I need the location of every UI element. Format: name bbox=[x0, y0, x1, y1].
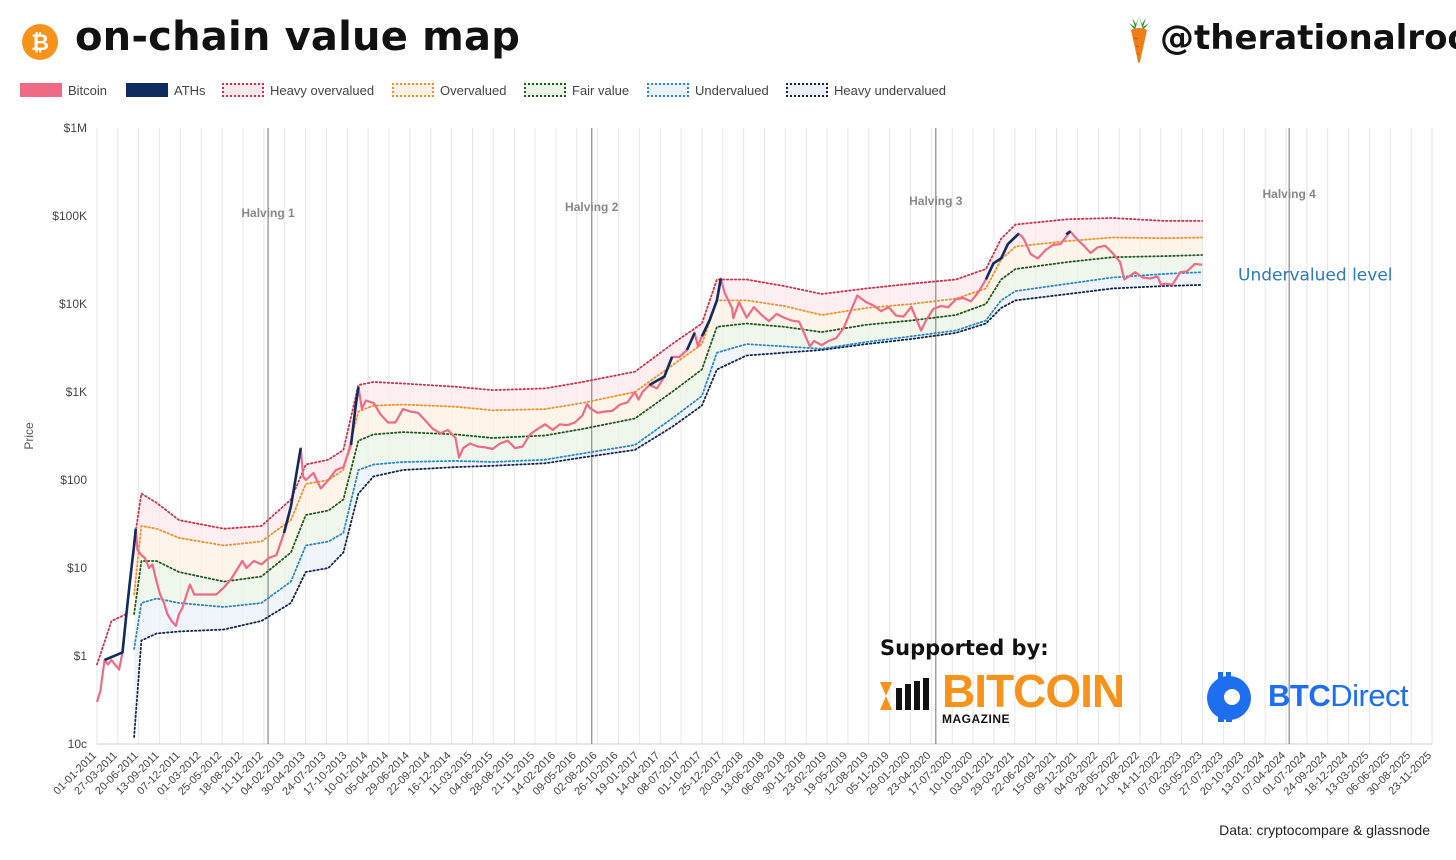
ath-segment bbox=[648, 356, 674, 387]
legend-swatch bbox=[392, 83, 434, 97]
y-tick-label: $100 bbox=[60, 473, 87, 487]
halving-label: Halving 3 bbox=[909, 194, 963, 208]
grid-lines bbox=[96, 128, 1433, 745]
legend-swatch bbox=[126, 83, 168, 97]
legend-item-aths[interactable]: ATHs bbox=[126, 80, 206, 100]
legend-label: Bitcoin bbox=[68, 82, 108, 98]
legend-item-undervalued[interactable]: Undervalued bbox=[647, 80, 769, 100]
y-tick-label: $10 bbox=[67, 561, 87, 575]
legend-item-overvalued[interactable]: Overvalued bbox=[392, 80, 506, 100]
page-title: on-chain value map bbox=[75, 14, 521, 60]
btcdirect-mark-icon bbox=[1207, 672, 1251, 722]
btcdirect-name: BTCDirect bbox=[1268, 678, 1409, 714]
legend-swatch bbox=[647, 83, 689, 97]
band-fill-overvalued bbox=[134, 237, 1203, 614]
halving-markers: Halving 1 Halving 2 Halving 3 Halving 4 bbox=[241, 128, 1316, 744]
legend-item-fair-value[interactable]: Fair value bbox=[524, 80, 629, 100]
band-line-undervalued bbox=[133, 271, 1203, 650]
data-credit: Data: cryptocompare & glassnode bbox=[1219, 822, 1430, 838]
band-fills bbox=[134, 218, 1203, 737]
legend-swatch bbox=[786, 83, 828, 97]
ath-segment bbox=[349, 386, 360, 446]
halving-label: Halving 2 bbox=[565, 200, 619, 214]
y-tick-label: $1M bbox=[64, 121, 87, 135]
ath-segment bbox=[104, 528, 138, 662]
ath-segment bbox=[685, 332, 696, 351]
svg-text:₿: ₿ bbox=[31, 31, 49, 56]
halving-label: Halving 1 bbox=[241, 206, 295, 220]
legend-label: Heavy undervalued bbox=[834, 82, 947, 98]
chart-area: 10c $1 $10 $100 $1K $10K $100K $1M Price 01-01-20… bbox=[22, 121, 1434, 798]
bitcoin-magazine-name: BITCOIN bbox=[942, 665, 1125, 717]
legend-swatch bbox=[222, 83, 264, 97]
header: ₿ on-chain value map @therationalroot bbox=[0, 0, 1456, 80]
ath-segment bbox=[984, 232, 1020, 281]
legend-swatch bbox=[20, 83, 62, 97]
ath-segment bbox=[282, 447, 302, 534]
sponsor-title: Supported by: bbox=[880, 636, 1049, 660]
bitcoin-logo-icon: ₿ bbox=[22, 24, 58, 60]
legend-label: Heavy overvalued bbox=[270, 82, 375, 98]
bitcoin-magazine-sub: MAGAZINE bbox=[942, 712, 1010, 726]
legend-swatch bbox=[524, 83, 566, 97]
legend-item-bitcoin[interactable]: Bitcoin bbox=[20, 80, 107, 100]
halving-label: Halving 4 bbox=[1262, 187, 1316, 201]
carrot-icon bbox=[1129, 16, 1149, 63]
band-line-heavy-undervalued bbox=[133, 284, 1203, 738]
x-axis: 01-01-201127-03-201120-06-201113-09-2011… bbox=[51, 750, 1434, 798]
y-tick-label: $10K bbox=[59, 297, 87, 311]
y-tick-label: $100K bbox=[52, 209, 87, 223]
legend-label: Undervalued bbox=[695, 82, 769, 98]
bitcoin-price-line bbox=[95, 230, 1203, 703]
band-line-overvalued bbox=[133, 236, 1203, 596]
legend-item-heavy-undervalued[interactable]: Heavy undervalued bbox=[786, 80, 946, 100]
legend-label: Fair value bbox=[572, 82, 630, 98]
y-tick-label: 10c bbox=[68, 737, 87, 751]
legend-item-heavy-overvalued[interactable]: Heavy overvalued bbox=[222, 80, 374, 100]
y-axis-title: Price bbox=[22, 422, 36, 450]
author-handle: @therationalroot bbox=[1160, 18, 1456, 58]
ath-segment bbox=[1065, 230, 1072, 236]
band-line-heavy-overvalued bbox=[96, 217, 1203, 666]
btcdirect-name-bold: BTC bbox=[1268, 678, 1331, 713]
y-axis: 10c $1 $10 $100 $1K $10K $100K $1M Price bbox=[22, 121, 87, 751]
undervalued-level-annotation: Undervalued level bbox=[1238, 266, 1393, 286]
y-tick-label: $1K bbox=[66, 385, 87, 399]
ath-segment bbox=[700, 278, 723, 337]
legend-label: ATHs bbox=[174, 82, 206, 98]
ath-segments bbox=[104, 230, 1072, 662]
band-line-fair-value bbox=[133, 254, 1203, 615]
y-tick-label: $1 bbox=[74, 649, 88, 663]
band-lines bbox=[96, 217, 1203, 738]
bitcoin-magazine-mark-icon bbox=[880, 678, 929, 710]
bitcoin-magazine-logo: BITCOIN MAGAZINE bbox=[878, 668, 1168, 728]
btcdirect-logo: BTCDirect bbox=[1204, 668, 1424, 728]
legend-label: Overvalued bbox=[440, 82, 507, 98]
btcdirect-name-rest: Direct bbox=[1330, 678, 1409, 713]
